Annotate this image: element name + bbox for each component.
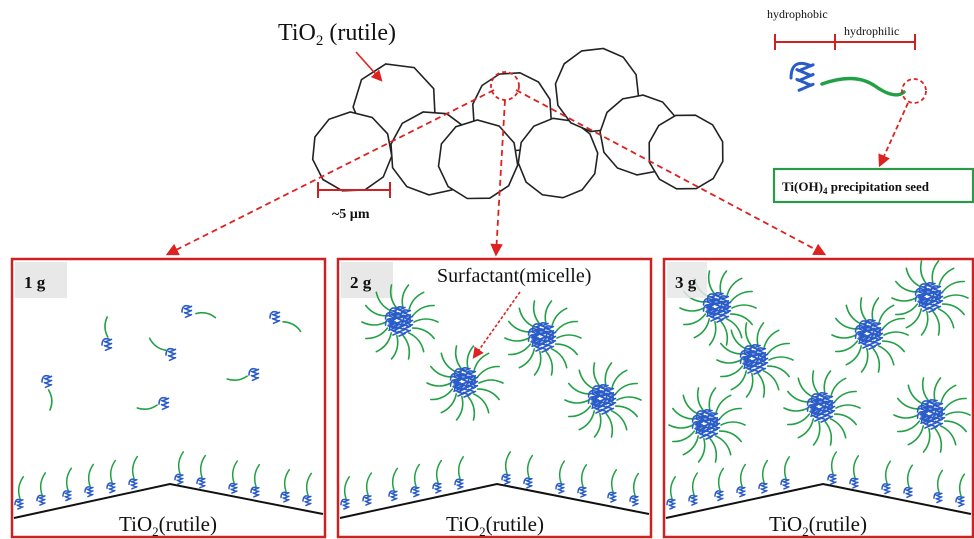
panel-tag-bg	[667, 262, 707, 298]
scale-bar	[317, 182, 391, 198]
adsorbed-surfactant	[36, 472, 47, 506]
adsorbed-surfactant	[758, 459, 769, 494]
adsorbed-surfactant	[302, 472, 313, 507]
particle-polygon	[437, 119, 519, 200]
panel-tag: 2 g	[350, 273, 372, 292]
micelle	[564, 362, 642, 438]
precipitation-seed-label: Ti(OH)4 precipitation seed	[782, 179, 930, 196]
precipitation-seed-box	[772, 167, 974, 204]
micelle	[668, 387, 746, 463]
adsorbed-surfactant	[629, 472, 640, 507]
rutile-particle-cluster	[311, 47, 724, 200]
panel-tag-bg	[341, 262, 393, 298]
adsorbed-surfactant	[714, 467, 725, 502]
surfactant-molecule	[269, 310, 302, 333]
micelle	[893, 377, 971, 453]
zoom-arrows	[165, 89, 827, 257]
particle-polygon	[517, 117, 599, 199]
surfactant-molecule	[148, 337, 177, 362]
rutile-surface-line	[13, 482, 324, 519]
panel-tag-bg	[15, 262, 67, 298]
adsorbed-surfactant	[523, 454, 534, 489]
rutile-surface-line	[339, 482, 650, 519]
adsorbed-surfactant	[84, 463, 95, 498]
surfactant-molecule	[41, 374, 53, 411]
panel-base-label: TiO2(rutile)	[769, 512, 867, 539]
segment-brackets	[774, 34, 916, 50]
adsorbed-surfactant	[555, 460, 566, 494]
rutile-title: TiO2 (rutile)	[278, 20, 396, 49]
panel-base-label: TiO2(rutile)	[119, 512, 217, 539]
surfactant-molecule-icon	[789, 61, 906, 97]
micelle	[783, 370, 861, 446]
adsorbed-surfactant	[280, 468, 291, 503]
surfactant-molecule	[226, 367, 260, 382]
micelle	[716, 322, 794, 398]
adsorbed-surfactant	[128, 455, 139, 490]
panel-frame	[336, 257, 653, 539]
adsorbed-surfactant	[688, 472, 699, 506]
adsorbed-surfactant	[903, 464, 914, 499]
hydrophilic-label: hydrophilic	[844, 24, 899, 38]
scale-bar-label: ~5 µm	[332, 207, 370, 222]
panel-molecules	[14, 304, 313, 510]
seed-pointer-arrow	[878, 102, 909, 168]
micelle	[361, 284, 439, 360]
panel-tag: 1 g	[24, 273, 46, 292]
adsorbed-surfactant	[955, 473, 966, 508]
adsorbed-surfactant	[454, 456, 465, 490]
adsorbed-surfactant	[410, 463, 421, 498]
adsorbed-surfactant	[106, 459, 117, 494]
adsorbed-surfactant	[250, 463, 261, 498]
adsorbed-surfactant	[849, 455, 860, 489]
adsorbed-surfactant	[196, 454, 207, 489]
panel-tag: 3 g	[675, 273, 697, 292]
panel-1g: 1 g TiO2(rutile)	[10, 257, 327, 539]
adsorbed-surfactant	[388, 467, 399, 502]
title-pointer-arrow	[355, 51, 383, 82]
micelle-pointer-arrow	[472, 291, 521, 359]
adsorbed-surfactant	[577, 464, 588, 498]
adsorbed-surfactant	[14, 476, 25, 510]
adsorbed-surfactant	[340, 476, 351, 510]
tail-end-circle	[901, 78, 927, 104]
adsorbed-surfactant	[432, 459, 443, 494]
panel-base-label: TiO2(rutile)	[446, 512, 544, 539]
adsorbed-surfactant	[607, 469, 618, 503]
panel-molecules	[666, 260, 971, 510]
rutile-surface-line	[665, 482, 972, 519]
panel-3g: 3 g TiO2(rutile)	[662, 257, 974, 539]
adsorbed-surfactant	[827, 451, 838, 485]
adsorbed-surfactant	[933, 469, 944, 504]
surfactant-molecule	[136, 396, 170, 411]
adsorbed-surfactant	[62, 467, 73, 502]
panel-2g: 2 g Surfactant(micelle) TiO2(rutile)	[336, 257, 653, 539]
panel-molecules	[340, 284, 642, 510]
adsorbed-surfactant	[666, 476, 677, 510]
surfactant-molecule	[181, 304, 217, 319]
micelle	[831, 297, 909, 373]
adsorbed-surfactant	[736, 463, 747, 498]
adsorbed-surfactant	[228, 460, 239, 494]
adsorbed-surfactant	[362, 472, 373, 506]
hydrophobic-label: hydrophobic	[767, 7, 828, 21]
adsorbed-surfactant	[881, 460, 892, 495]
micelle	[504, 300, 582, 376]
adsorbed-surfactant	[501, 451, 512, 485]
adsorbed-surfactant	[780, 456, 791, 490]
micelle	[891, 260, 969, 336]
adsorbed-surfactant	[174, 451, 185, 485]
surfactant-molecule	[101, 316, 113, 352]
micelle-annotation: Surfactant(micelle)	[437, 265, 591, 287]
micelle	[426, 345, 504, 421]
particle-polygon	[648, 114, 724, 190]
